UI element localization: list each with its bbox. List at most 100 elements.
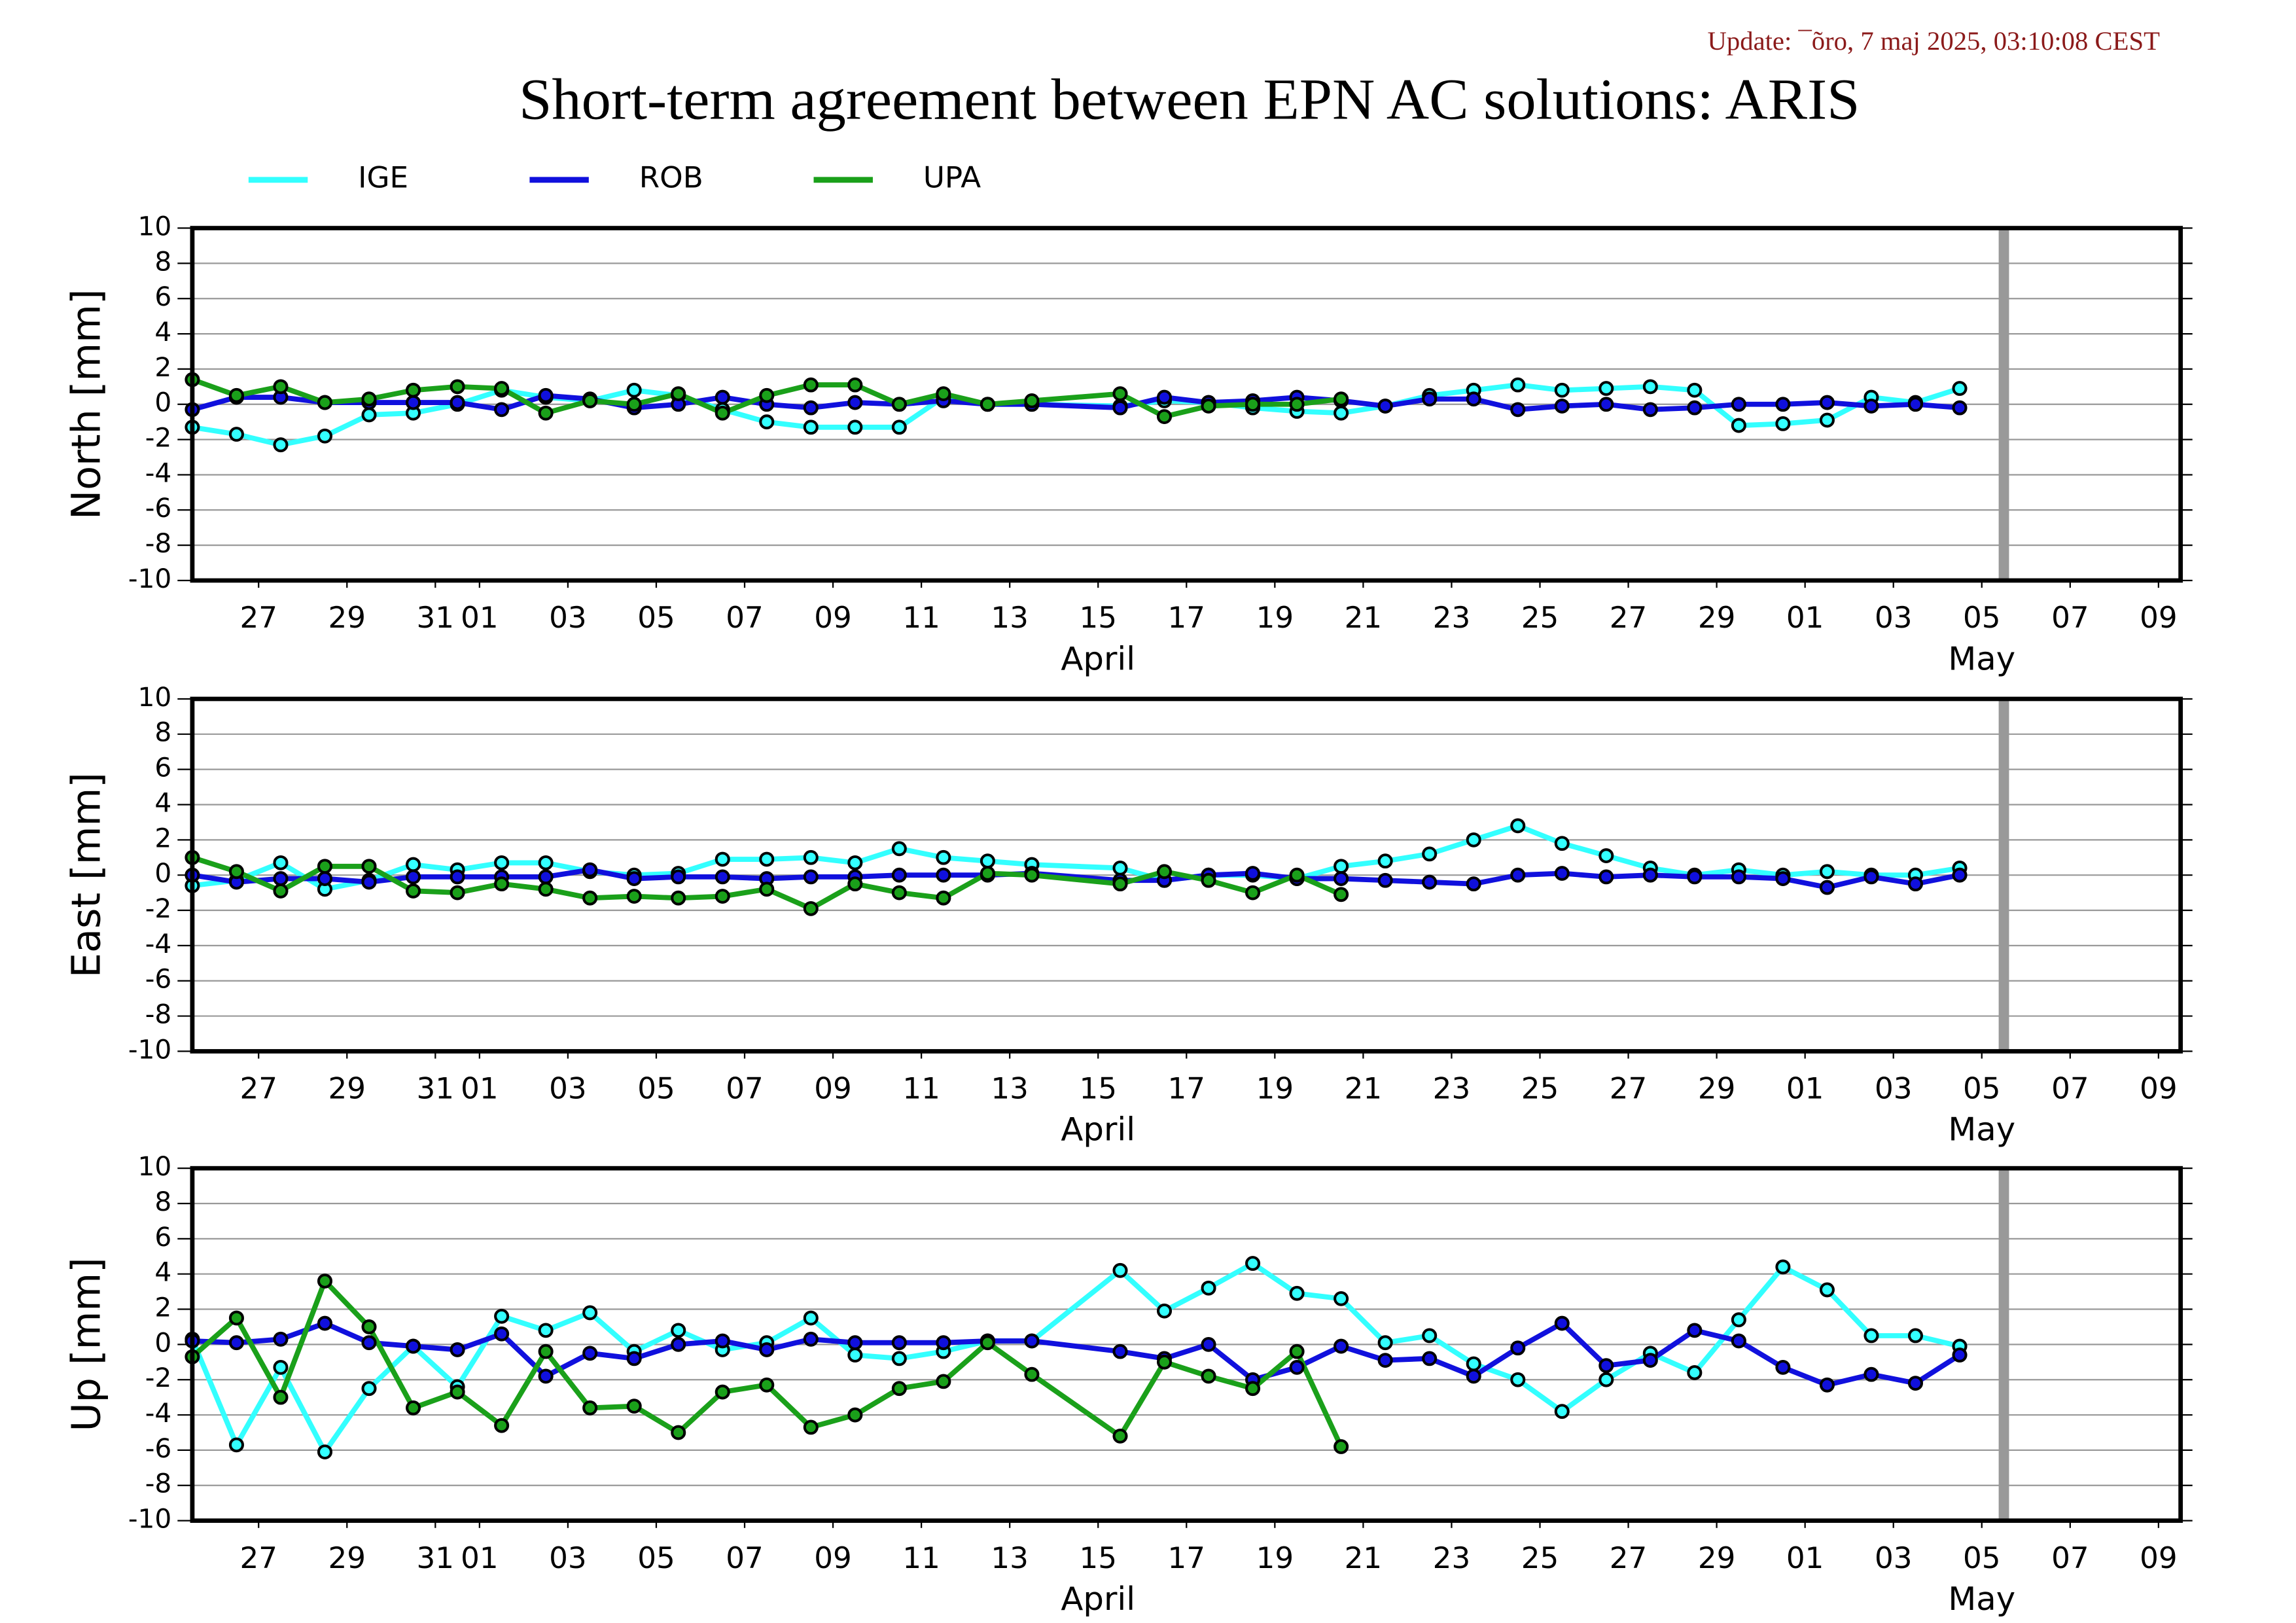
x-tick-label: 19 [1256, 1071, 1294, 1106]
y-tick-label: -8 [145, 527, 172, 559]
y-tick-label: -6 [145, 492, 172, 524]
x-tick-label: 25 [1521, 600, 1559, 635]
y-tick-label: 2 [154, 351, 171, 383]
x-tick-label: 19 [1256, 1541, 1294, 1575]
x-tick-label: 07 [2051, 600, 2089, 635]
data-point [1775, 1359, 1791, 1375]
data-point [1201, 399, 1216, 414]
data-point [626, 397, 642, 412]
x-tick-label: 27 [239, 600, 277, 635]
y-tick-label: -2 [145, 422, 172, 454]
chart-title: Short-term agreement between EPN AC solu… [519, 67, 1860, 132]
data-point [494, 381, 510, 396]
data-point [450, 379, 465, 395]
x-tick-label: 03 [549, 1071, 587, 1106]
data-point [1510, 377, 1526, 393]
data-point [538, 855, 554, 870]
y-tick-label: -2 [145, 893, 172, 924]
x-tick-label: 05 [637, 1541, 675, 1575]
y-tick-label: 2 [154, 1292, 171, 1323]
data-point [494, 1326, 510, 1342]
data-point [1907, 397, 1924, 412]
data-point [803, 1331, 819, 1347]
data-point [759, 851, 775, 867]
data-point [626, 382, 642, 398]
data-point [1112, 1262, 1128, 1278]
data-point [1112, 876, 1128, 892]
x-tick-label: 03 [1875, 600, 1913, 635]
data-point [1112, 861, 1128, 876]
data-point [847, 855, 863, 870]
y-tick-label: -4 [145, 457, 172, 489]
data-point [847, 377, 863, 393]
data-point [671, 1336, 686, 1352]
data-point [317, 1274, 333, 1289]
data-point [1466, 1356, 1481, 1372]
x-tick-label: 29 [328, 600, 366, 635]
data-point [1554, 866, 1570, 881]
data-point [1775, 1259, 1791, 1275]
data-point [847, 419, 863, 435]
data-point [759, 1342, 775, 1357]
data-point [759, 1377, 775, 1393]
x-tick-label: 25 [1521, 1541, 1559, 1575]
y-tick-label: -8 [145, 1468, 172, 1499]
data-point [1466, 876, 1481, 892]
data-point [1510, 1340, 1526, 1356]
series-line [191, 855, 1343, 912]
data-point [759, 414, 775, 430]
data-point [273, 1389, 289, 1405]
data-point [1819, 412, 1835, 428]
x-tick-label: 03 [1875, 1541, 1913, 1575]
y-tick-label: 8 [154, 717, 171, 748]
data-point [1289, 1359, 1305, 1375]
y-tick-label: -10 [128, 563, 171, 594]
data-point [1598, 1358, 1614, 1374]
data-point [1731, 397, 1746, 412]
x-tick-label: 27 [1610, 1541, 1648, 1575]
data-point [1289, 867, 1305, 883]
data-point [1466, 1368, 1481, 1384]
data-point [1642, 402, 1658, 418]
x-tick-label: 09 [2140, 1541, 2178, 1575]
data-point [1863, 399, 1879, 414]
data-point [803, 901, 819, 916]
data-point [936, 890, 951, 906]
data-point [1377, 853, 1393, 869]
data-point [1731, 1333, 1746, 1349]
y-tick-label: 6 [154, 281, 171, 312]
x-tick-label: 07 [2051, 1071, 2089, 1106]
data-point [1952, 381, 1968, 396]
data-point [406, 883, 421, 899]
data-point [450, 1342, 465, 1357]
data-point [803, 1310, 819, 1326]
data-point [317, 1444, 333, 1460]
x-tick-label: 09 [814, 600, 852, 635]
x-tick-label: 21 [1345, 1071, 1383, 1106]
data-point [626, 871, 642, 886]
data-point [759, 387, 775, 403]
data-point [1377, 1353, 1393, 1368]
data-point [406, 869, 421, 885]
data-point [273, 437, 289, 453]
x-tick-label: 05 [1963, 600, 2001, 635]
month-label: May [1948, 640, 2015, 678]
data-point [406, 857, 421, 872]
data-point [1333, 391, 1349, 407]
data-point [1775, 397, 1791, 412]
data-point [1510, 402, 1526, 418]
y-tick-label: 2 [154, 823, 171, 854]
data-point [273, 1331, 289, 1347]
x-tick-label: 11 [902, 600, 940, 635]
data-point [582, 890, 598, 906]
data-point [1245, 397, 1261, 412]
data-point [1245, 1256, 1261, 1271]
data-point [936, 1335, 951, 1351]
data-point [228, 1335, 244, 1351]
data-point [1598, 1372, 1614, 1387]
data-point [1731, 869, 1746, 885]
data-point [1687, 869, 1703, 885]
data-point [1156, 1354, 1173, 1370]
